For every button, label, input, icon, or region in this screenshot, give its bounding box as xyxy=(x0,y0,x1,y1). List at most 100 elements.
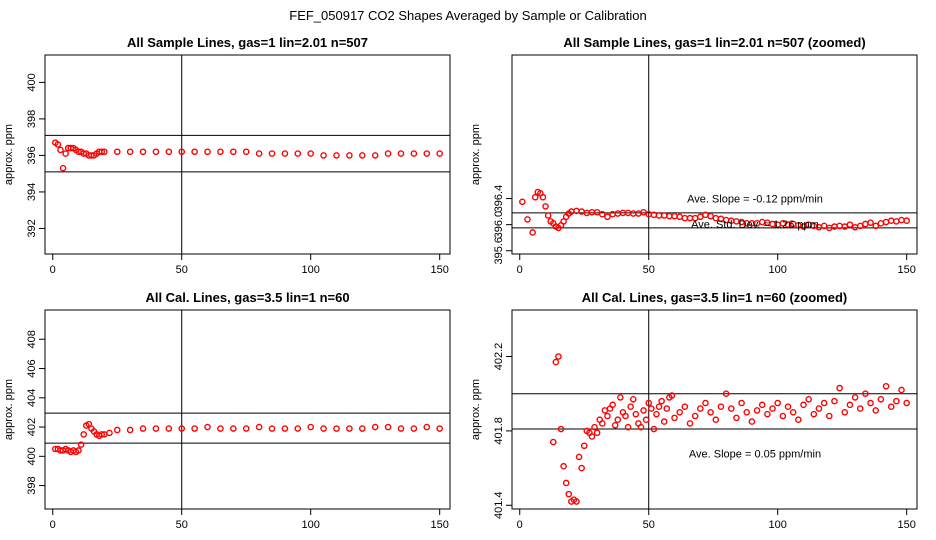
data-point xyxy=(637,423,645,431)
data-point xyxy=(629,395,637,403)
data-point xyxy=(588,433,596,440)
data-point xyxy=(877,220,885,227)
data-point xyxy=(707,212,714,220)
data-point xyxy=(529,229,536,236)
data-point xyxy=(604,412,611,420)
data-point xyxy=(702,399,709,407)
data-point xyxy=(524,216,531,223)
data-point xyxy=(178,148,186,156)
y-axis-label: approx. ppm xyxy=(470,124,482,185)
chart-annotation: Ave. Slope = -0.12 ppm/min xyxy=(687,193,823,205)
x-tick-label: 50 xyxy=(643,264,655,276)
data-point xyxy=(101,148,108,156)
data-point xyxy=(333,152,340,159)
data-point xyxy=(676,408,683,416)
chart-title: All Sample Lines, gas=1 lin=2.01 n=507 (… xyxy=(563,35,865,50)
data-point xyxy=(255,150,263,157)
data-point xyxy=(152,425,160,432)
data-point xyxy=(410,425,418,432)
chart-panels: All Sample Lines, gas=1 lin=2.01 n=507 0 5… xyxy=(3,35,918,531)
data-point xyxy=(784,403,792,411)
data-point xyxy=(410,150,418,157)
data-point xyxy=(825,412,833,420)
data-point xyxy=(371,423,379,431)
data-point xyxy=(774,399,782,407)
data-point xyxy=(903,399,910,407)
x-tick-label: 100 xyxy=(302,264,320,276)
data-point xyxy=(831,223,838,230)
data-point xyxy=(629,210,637,217)
data-point xyxy=(614,416,622,424)
data-point xyxy=(268,150,276,157)
data-point xyxy=(126,426,134,434)
y-tick-label: 401.4 xyxy=(493,492,505,520)
data-point xyxy=(191,148,198,156)
data-point xyxy=(722,390,730,397)
chart-annotation: Ave. Std. Dev. = 1.26 ppm xyxy=(691,219,819,231)
data-point xyxy=(80,431,87,438)
data-point xyxy=(779,412,787,420)
chart-panel-4: All Cal. Lines, gas=3.5 lin=1 n=60 (zoom… xyxy=(470,290,918,531)
data-point xyxy=(707,408,714,416)
data-point xyxy=(642,416,650,424)
data-point xyxy=(893,397,900,405)
data-point xyxy=(697,405,704,412)
data-point xyxy=(423,150,431,157)
data-point xyxy=(557,425,565,433)
data-point xyxy=(217,148,224,156)
y-axis-label: approx. ppm xyxy=(3,379,15,440)
data-point xyxy=(668,392,676,399)
data-point xyxy=(436,425,443,432)
x-tick-label: 150 xyxy=(431,519,449,531)
data-point xyxy=(872,407,880,414)
data-point xyxy=(893,218,900,225)
chart-annotation: Ave. Slope = 0.05 ppm/min xyxy=(689,448,821,460)
y-axis-label: approx. ppm xyxy=(470,379,482,440)
data-point xyxy=(727,405,735,412)
data-point xyxy=(800,401,807,409)
y-tick-label: 401.8 xyxy=(493,417,505,445)
y-tick-label: 396.0 xyxy=(493,211,505,239)
x-tick-label: 50 xyxy=(176,519,188,531)
data-point xyxy=(660,418,668,425)
data-point xyxy=(671,414,678,422)
data-point xyxy=(632,410,640,418)
y-tick-label: 396 xyxy=(26,146,38,164)
data-point xyxy=(609,401,616,409)
plot-frame xyxy=(44,54,451,255)
data-point xyxy=(98,148,106,156)
x-tick-label: 100 xyxy=(769,264,787,276)
data-point xyxy=(795,416,802,424)
data-point xyxy=(217,425,224,432)
data-point xyxy=(268,425,276,432)
data-point xyxy=(307,423,315,431)
data-point xyxy=(898,386,905,394)
y-tick-label: 408 xyxy=(26,330,38,348)
data-point xyxy=(230,425,237,432)
data-point xyxy=(255,423,263,431)
data-point xyxy=(54,141,62,148)
data-point xyxy=(178,425,186,432)
data-point xyxy=(851,223,859,231)
data-point xyxy=(622,412,629,420)
x-tick-label: 100 xyxy=(302,519,320,531)
data-point xyxy=(624,423,632,431)
data-point xyxy=(769,405,776,412)
plot-frame xyxy=(44,309,451,510)
data-point xyxy=(836,384,843,392)
data-point xyxy=(653,410,660,418)
data-point xyxy=(815,405,823,412)
data-point xyxy=(617,394,624,401)
data-point xyxy=(165,148,173,156)
data-point xyxy=(230,148,237,156)
data-point xyxy=(614,210,622,217)
data-point xyxy=(591,423,598,431)
data-point xyxy=(573,498,580,505)
data-point xyxy=(681,403,689,411)
data-point xyxy=(580,442,588,450)
data-point xyxy=(887,403,895,411)
data-point xyxy=(846,401,854,409)
data-point xyxy=(242,148,250,156)
data-point xyxy=(539,193,547,201)
data-point xyxy=(358,152,366,159)
